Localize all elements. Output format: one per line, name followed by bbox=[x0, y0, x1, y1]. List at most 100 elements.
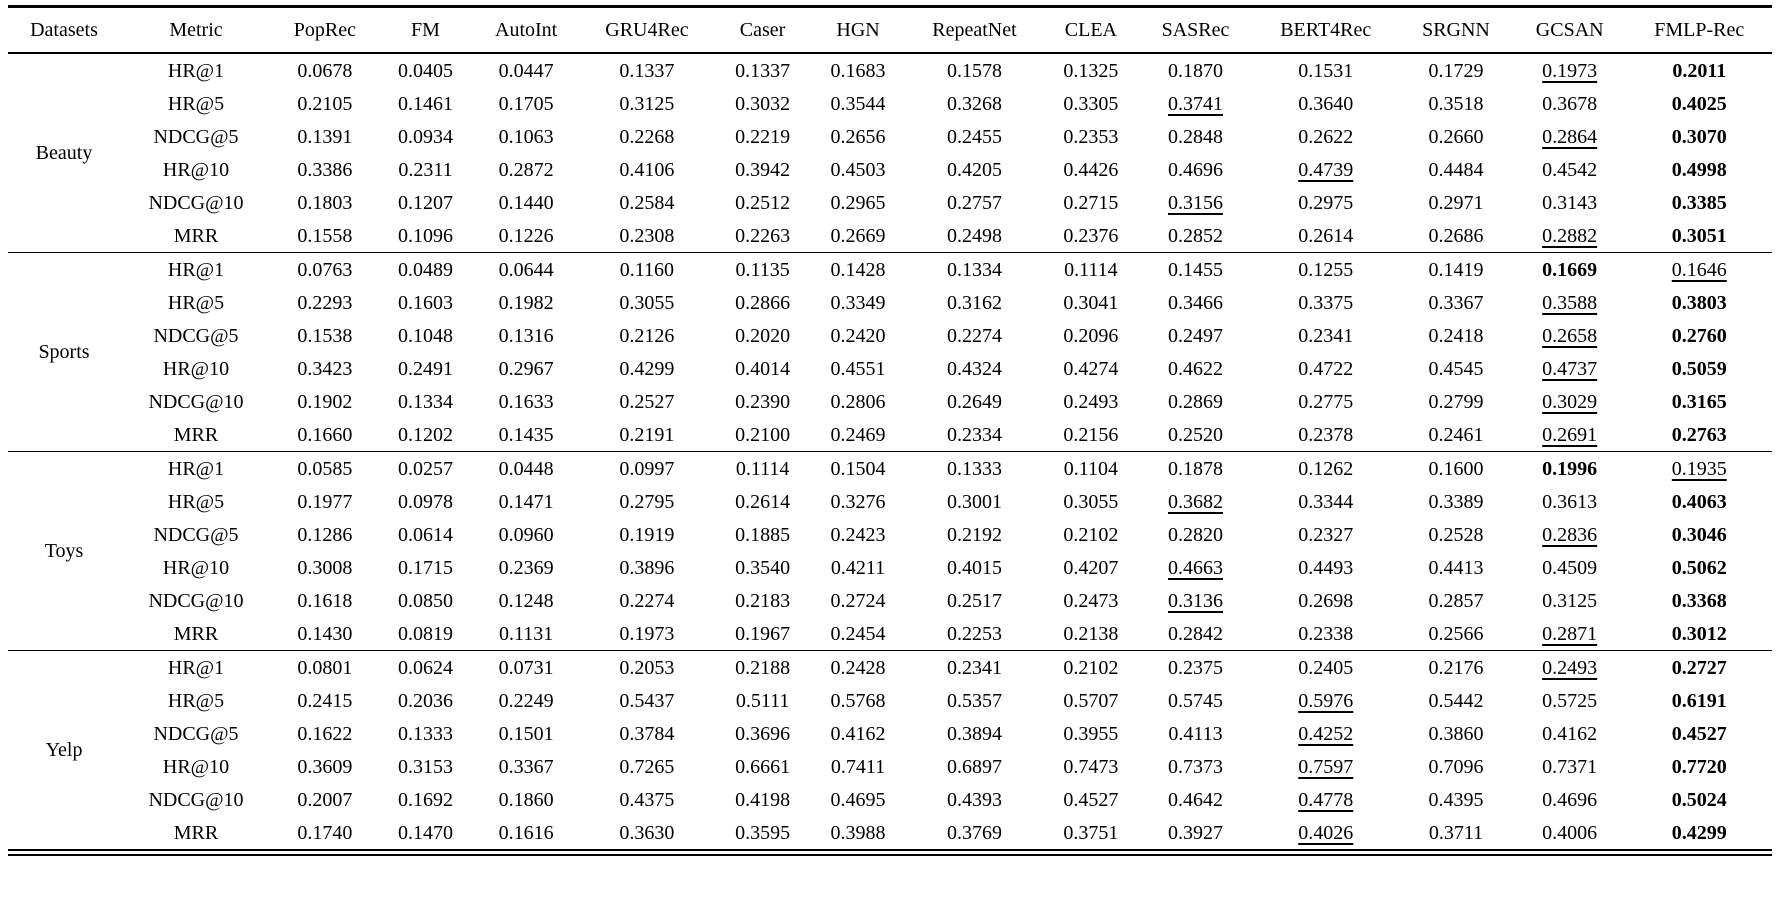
best-value: 0.5059 bbox=[1671, 357, 1727, 380]
value: 0.0960 bbox=[498, 523, 554, 546]
value-cell: 0.3682 bbox=[1139, 485, 1253, 518]
dataset-label: Toys bbox=[44, 540, 84, 562]
value-cell: 0.2691 bbox=[1513, 418, 1627, 452]
value: 0.3162 bbox=[946, 291, 1002, 314]
value-cell: 0.1729 bbox=[1399, 53, 1513, 87]
column-header-clea: CLEA bbox=[1064, 19, 1117, 41]
value: 0.1729 bbox=[1428, 59, 1484, 82]
value-cell: 0.4737 bbox=[1513, 352, 1627, 385]
value: 0.2308 bbox=[619, 224, 675, 247]
value-cell: 0.4413 bbox=[1399, 551, 1513, 584]
value: 0.1531 bbox=[1298, 59, 1354, 82]
value-cell: 0.3784 bbox=[579, 717, 715, 750]
value: 0.4162 bbox=[830, 722, 886, 745]
value: 0.2686 bbox=[1428, 224, 1484, 247]
value: 0.1919 bbox=[619, 523, 675, 546]
value-cell: 0.1692 bbox=[378, 783, 473, 816]
value: 0.1325 bbox=[1063, 59, 1119, 82]
value: 0.2527 bbox=[619, 390, 675, 413]
value-cell: 0.1262 bbox=[1252, 452, 1399, 486]
value: 0.1803 bbox=[297, 191, 353, 214]
value-cell: 0.1616 bbox=[473, 816, 579, 853]
value: 0.0978 bbox=[398, 490, 453, 513]
value-cell: 0.1391 bbox=[272, 120, 378, 153]
value-cell: 0.2852 bbox=[1139, 219, 1253, 253]
value-cell: 0.3696 bbox=[715, 717, 810, 750]
value-cell: 0.1715 bbox=[378, 551, 473, 584]
column-header-gcsan: GCSAN bbox=[1535, 19, 1604, 41]
value-cell: 0.1618 bbox=[272, 584, 378, 617]
value: 0.1600 bbox=[1428, 457, 1484, 480]
value-cell: 0.1419 bbox=[1399, 253, 1513, 287]
value: 0.2469 bbox=[830, 423, 886, 446]
second-best-value: 0.2871 bbox=[1542, 622, 1598, 645]
value-cell: 0.0257 bbox=[378, 452, 473, 486]
value: 0.1160 bbox=[619, 258, 675, 281]
value-cell: 0.5059 bbox=[1627, 352, 1772, 385]
value: 0.4375 bbox=[619, 788, 675, 811]
value: 0.2105 bbox=[297, 92, 353, 115]
value-cell: 0.3305 bbox=[1043, 87, 1138, 120]
value-cell: 0.5024 bbox=[1627, 783, 1772, 816]
value-cell: 0.1135 bbox=[715, 253, 810, 287]
second-best-value: 0.2493 bbox=[1542, 656, 1598, 679]
value-cell: 0.3143 bbox=[1513, 186, 1627, 219]
value-cell: 0.1683 bbox=[810, 53, 905, 87]
value-cell: 0.7411 bbox=[810, 750, 905, 783]
metric-label: HR@5 bbox=[167, 92, 225, 115]
value-cell: 0.3595 bbox=[715, 816, 810, 853]
value-cell: 0.2274 bbox=[906, 319, 1043, 352]
value-cell: 0.3055 bbox=[579, 286, 715, 319]
value: 0.5745 bbox=[1167, 689, 1223, 712]
value: 0.1982 bbox=[498, 291, 554, 314]
best-value: 0.4299 bbox=[1671, 821, 1727, 844]
value: 0.0801 bbox=[297, 656, 353, 679]
second-best-value: 0.2864 bbox=[1542, 125, 1598, 148]
results-table: Datasets Metric PopRec FM AutoInt GRU4Rec Case… bbox=[8, 5, 1772, 856]
value-cell: 0.4162 bbox=[1513, 717, 1627, 750]
value-cell: 0.1471 bbox=[473, 485, 579, 518]
value: 0.2418 bbox=[1428, 324, 1484, 347]
value: 0.2698 bbox=[1298, 589, 1354, 612]
value-cell: 0.1334 bbox=[906, 253, 1043, 287]
value: 0.1226 bbox=[498, 224, 554, 247]
value: 0.1470 bbox=[398, 821, 453, 844]
value-cell: 0.2724 bbox=[810, 584, 905, 617]
metric-label: HR@1 bbox=[167, 258, 225, 281]
value: 0.3896 bbox=[619, 556, 675, 579]
value-cell: 0.3136 bbox=[1139, 584, 1253, 617]
best-value: 0.1996 bbox=[1542, 457, 1598, 480]
value-cell: 0.4162 bbox=[810, 717, 905, 750]
value-cell: 0.1114 bbox=[1043, 253, 1138, 287]
value-cell: 0.1048 bbox=[378, 319, 473, 352]
value: 0.2512 bbox=[735, 191, 791, 214]
table-row: HR@5 0.1977 0.0978 0.1471 0.2795 0.2614 0.3276… bbox=[8, 485, 1772, 518]
value-cell: 0.3678 bbox=[1513, 87, 1627, 120]
value-cell: 0.4696 bbox=[1139, 153, 1253, 186]
value-cell: 0.3349 bbox=[810, 286, 905, 319]
value: 0.2376 bbox=[1063, 224, 1119, 247]
value: 0.1333 bbox=[946, 457, 1002, 480]
value: 0.2498 bbox=[946, 224, 1002, 247]
value: 0.3988 bbox=[830, 821, 886, 844]
value: 0.2724 bbox=[830, 589, 886, 612]
value-cell: 0.1803 bbox=[272, 186, 378, 219]
value-cell: 0.4211 bbox=[810, 551, 905, 584]
second-best-value: 0.4737 bbox=[1542, 357, 1598, 380]
value: 0.2820 bbox=[1167, 523, 1223, 546]
best-value: 0.6191 bbox=[1671, 689, 1727, 712]
value-cell: 0.2192 bbox=[906, 518, 1043, 551]
value: 0.4211 bbox=[830, 556, 886, 579]
value-cell: 0.1669 bbox=[1513, 253, 1627, 287]
value: 0.3055 bbox=[1063, 490, 1119, 513]
value: 0.7373 bbox=[1167, 755, 1223, 778]
value-cell: 0.1633 bbox=[473, 385, 579, 418]
metric-label: MRR bbox=[173, 622, 219, 645]
value-cell: 0.3156 bbox=[1139, 186, 1253, 219]
dataset-group-toys: Toys HR@1 0.0585 0.0257 0.0448 0.0997 0.1114 0.… bbox=[8, 452, 1772, 651]
metric-label: HR@10 bbox=[162, 556, 230, 579]
value: 0.1660 bbox=[297, 423, 353, 446]
value: 0.2126 bbox=[619, 324, 675, 347]
value: 0.3276 bbox=[830, 490, 886, 513]
value-cell: 0.3367 bbox=[473, 750, 579, 783]
